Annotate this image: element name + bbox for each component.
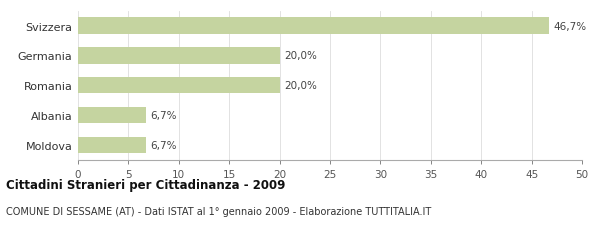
Bar: [78, 78, 280, 94]
Text: 6,7%: 6,7%: [151, 140, 177, 150]
Text: 46,7%: 46,7%: [554, 22, 587, 31]
Bar: [78, 48, 280, 64]
Bar: [78, 18, 549, 35]
Text: Cittadini Stranieri per Cittadinanza - 2009: Cittadini Stranieri per Cittadinanza - 2…: [6, 179, 286, 192]
Bar: [78, 107, 146, 124]
Bar: [78, 137, 146, 153]
Text: COMUNE DI SESSAME (AT) - Dati ISTAT al 1° gennaio 2009 - Elaborazione TUTTITALIA: COMUNE DI SESSAME (AT) - Dati ISTAT al 1…: [6, 206, 431, 216]
Text: 20,0%: 20,0%: [284, 51, 317, 61]
Text: 6,7%: 6,7%: [151, 111, 177, 121]
Text: 20,0%: 20,0%: [284, 81, 317, 91]
